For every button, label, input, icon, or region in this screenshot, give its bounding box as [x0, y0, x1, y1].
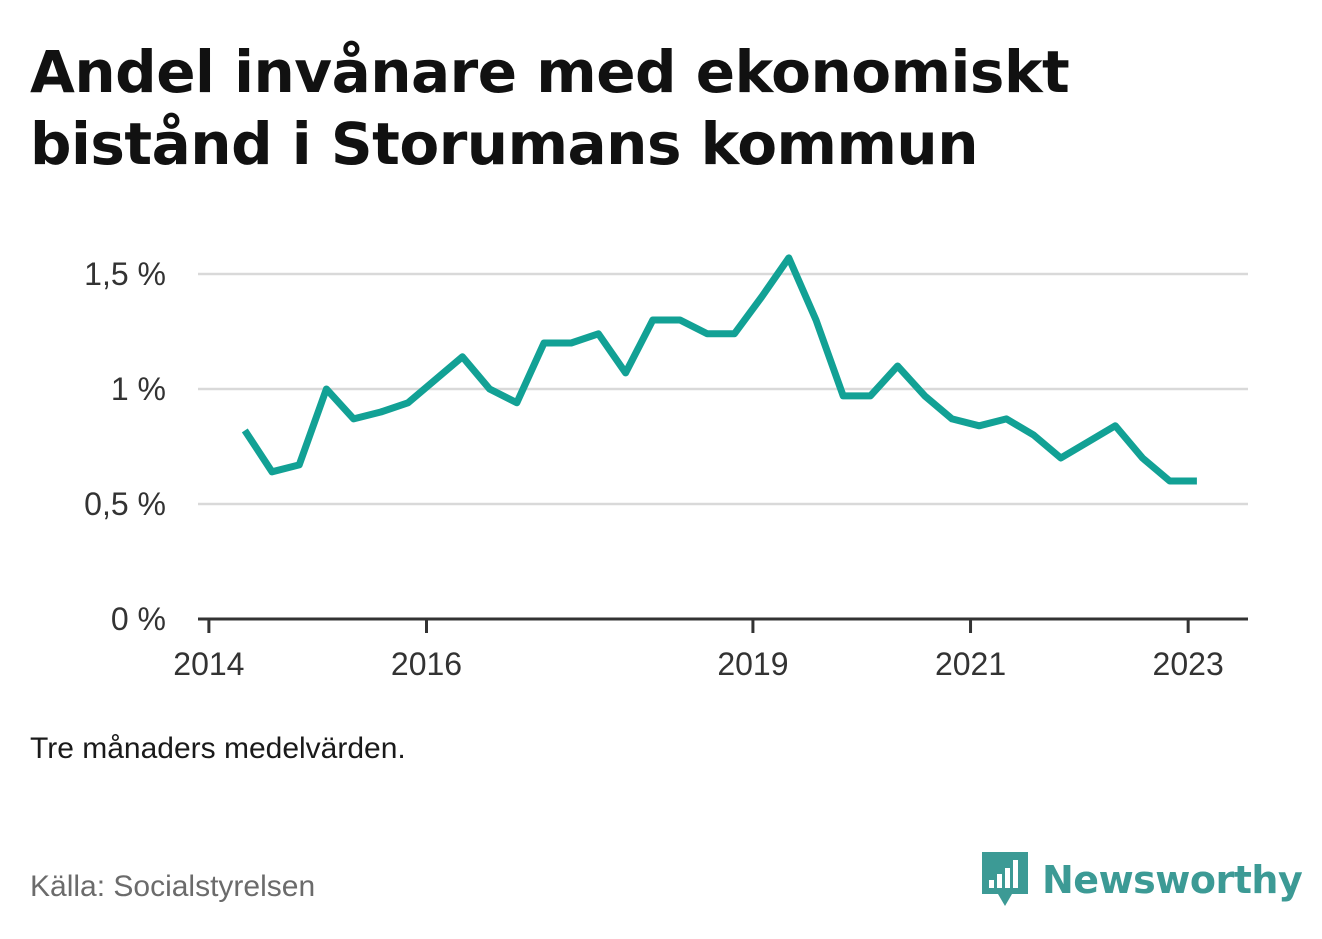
x-tick-label-2: 2019	[717, 646, 788, 682]
x-tick-label-4: 2023	[1153, 646, 1224, 682]
x-tick-label-1: 2016	[391, 646, 462, 682]
chart-note: Tre månaders medelvärden.	[30, 732, 406, 765]
x-tick-label-3: 2021	[935, 646, 1006, 682]
x-axis-tick-labels: 2014 2016 2019 2021 2023	[173, 619, 1224, 682]
x-tick-label-0: 2014	[173, 646, 244, 682]
y-tick-label-0: 0 %	[111, 601, 166, 637]
line-chart: 0 % 0,5 % 1 % 1,5 % 2014 2016 2019 2021 2023	[84, 254, 1248, 682]
source-label: Källa: Socialstyrelsen	[30, 870, 316, 903]
series-line	[241, 254, 1197, 485]
y-tick-label-1: 0,5 %	[84, 486, 166, 522]
y-axis-tick-labels: 0 % 0,5 % 1 % 1,5 %	[84, 256, 166, 637]
data-series	[241, 254, 1197, 485]
y-tick-label-2: 1 %	[111, 371, 166, 407]
gridlines	[198, 272, 1248, 506]
brand-name: Newsworthy	[1042, 858, 1303, 902]
chart-title: Andel invånare med ekonomiskt bistånd i …	[30, 38, 1070, 178]
bar-chart-speech-bubble-icon	[982, 852, 1028, 906]
newsworthy-logo[interactable]: Newsworthy	[980, 848, 1303, 912]
y-tick-label-3: 1,5 %	[84, 256, 166, 292]
